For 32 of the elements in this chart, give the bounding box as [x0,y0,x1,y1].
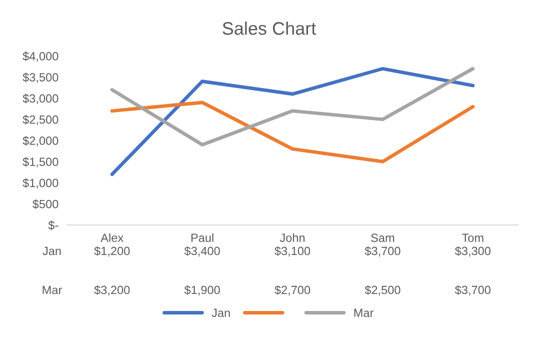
data-label: $2,500 [364,285,400,296]
x-tick-label: Tom [462,234,484,242]
line-series [110,100,475,164]
legend-label: Jan [212,308,230,318]
x-tick-label: John [280,233,305,242]
data-label: $2,700 [274,285,310,296]
text: Jan [42,246,61,256]
text: Mar [42,286,62,294]
line-series [110,66,475,176]
line-series [110,66,475,146]
y-tick-label: $3,500 [22,72,58,83]
chart-title: Sales Chart [222,22,316,35]
y-tick-label: $4,000 [22,52,58,62]
data-label: $3,400 [184,246,220,257]
data-label: $1,200 [94,246,130,257]
y-tick-label: $2,000 [22,136,58,146]
data-label: $3,700 [364,246,400,257]
legend-label: Mar [354,308,374,318]
y-tick-label: $3,000 [22,94,58,104]
data-label: $1,900 [184,285,220,296]
y-tick-label: $500 [32,199,58,209]
y-tick-label: $2,500 [22,114,58,126]
data-label: $3,300 [454,246,490,257]
data-label: $3,200 [94,285,130,296]
x-tick-label: Paul [191,233,214,242]
y-tick-label: $1,500 [22,157,58,168]
y-tick-label: $- [48,220,58,230]
data-label: $3,100 [274,246,310,257]
y-tick-label: $1,000 [22,178,58,189]
x-tick-label: Alex [100,233,124,242]
x-tick-label: Sam [371,234,394,242]
data-label: $3,700 [454,285,490,296]
